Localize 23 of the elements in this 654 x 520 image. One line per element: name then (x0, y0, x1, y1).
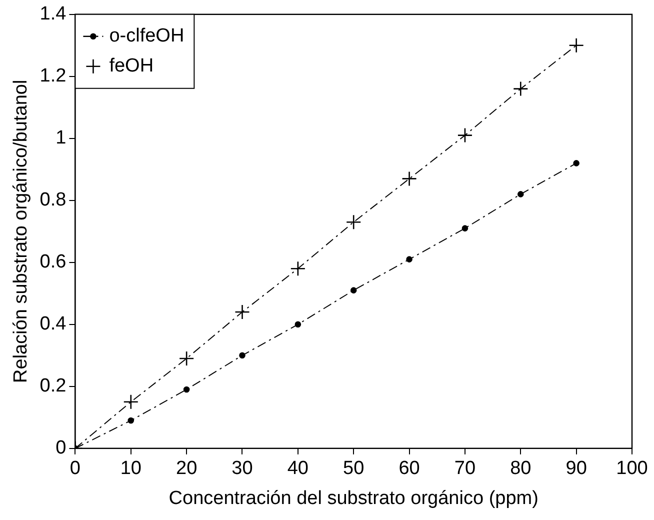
y-tick-label: 1.4 (40, 4, 67, 25)
y-tick-label: 0.6 (40, 252, 66, 273)
x-tick-label: 100 (616, 458, 648, 480)
x-tick-label: 90 (566, 458, 587, 480)
x-tick-label: 0 (70, 458, 80, 480)
x-tick-label: 30 (232, 458, 253, 480)
y-tick-label: 0.8 (40, 190, 66, 211)
y-tick-label: 0.2 (40, 376, 66, 397)
legend-label: o-clfeOH (109, 26, 184, 47)
x-tick-label: 20 (176, 458, 198, 480)
y-tick-label: 0.4 (40, 314, 67, 335)
y-tick-label: 1.2 (40, 66, 66, 87)
y-tick-label: 1 (56, 128, 66, 149)
y-tick-label: 0 (56, 438, 66, 459)
x-tick-label: 60 (398, 458, 420, 480)
legend-label: feOH (109, 56, 154, 77)
x-tick-label: 40 (287, 458, 308, 480)
x-tick-label: 80 (510, 458, 532, 480)
x-tick-label: 50 (343, 458, 364, 480)
y-axis-title: Relación substrato orgánico/butanol (10, 80, 32, 383)
x-axis-title: Concentración del substrato orgánico (ppm) (168, 488, 538, 509)
x-tick-label: 70 (454, 458, 476, 480)
x-tick-label: 10 (120, 458, 142, 480)
